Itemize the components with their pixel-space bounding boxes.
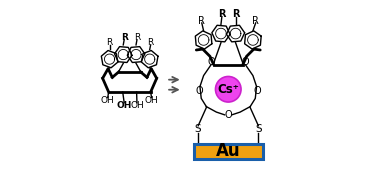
Text: S: S <box>255 124 262 135</box>
Circle shape <box>215 77 241 102</box>
Text: O: O <box>253 86 261 96</box>
Text: OH: OH <box>101 96 115 105</box>
Text: OH: OH <box>116 101 132 110</box>
Text: O: O <box>207 57 215 67</box>
Text: O: O <box>242 57 249 67</box>
Text: Au: Au <box>216 142 240 160</box>
Text: R: R <box>232 9 239 19</box>
Text: O: O <box>225 110 232 120</box>
Text: O: O <box>195 86 203 96</box>
Text: R: R <box>252 16 259 26</box>
Text: OH: OH <box>130 101 144 110</box>
Text: R: R <box>198 16 205 26</box>
Text: Cs⁺: Cs⁺ <box>217 83 239 96</box>
Text: R: R <box>107 38 113 47</box>
Text: R: R <box>218 9 226 19</box>
Text: S: S <box>195 124 201 135</box>
Bar <box>194 144 263 159</box>
Text: R: R <box>121 33 128 42</box>
Text: OH: OH <box>145 96 158 105</box>
Text: R: R <box>134 33 140 42</box>
Text: R: R <box>147 38 154 47</box>
